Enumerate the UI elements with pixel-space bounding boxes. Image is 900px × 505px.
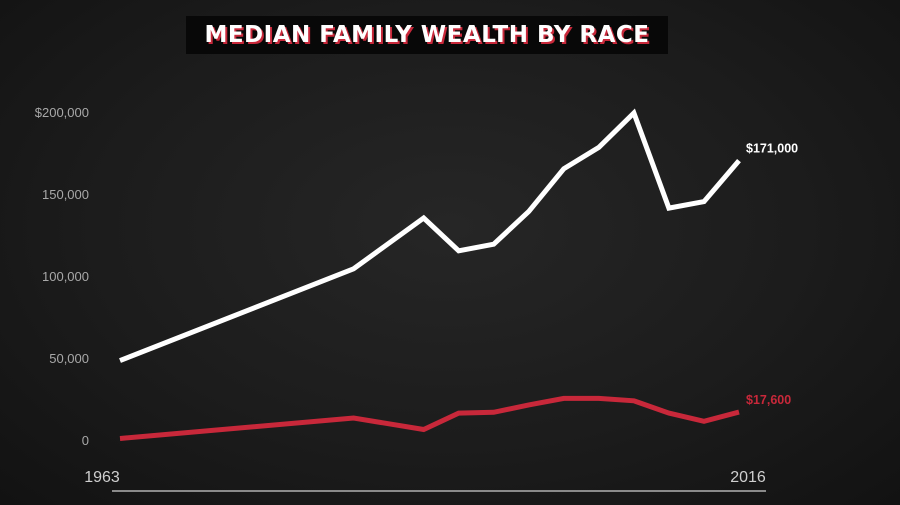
series-line-0 (119, 108, 741, 363)
x-tick-label: 2016 (730, 469, 766, 486)
y-tick-label: 150,000 (42, 187, 89, 202)
y-tick-label: $200,000 (35, 105, 89, 120)
chart-title: MEDIAN FAMILY WEALTH BY RACE (204, 22, 650, 48)
end-value-label: $171,000 (746, 142, 798, 156)
y-tick-label: 100,000 (42, 269, 89, 284)
end-value-label: $17,600 (746, 393, 791, 407)
y-tick-label: 50,000 (49, 351, 89, 366)
y-tick-label: 0 (82, 433, 89, 448)
series-line-1 (119, 395, 740, 441)
title-banner: MEDIAN FAMILY WEALTH BY RACE (186, 16, 668, 54)
x-tick-label: 1963 (84, 469, 120, 486)
